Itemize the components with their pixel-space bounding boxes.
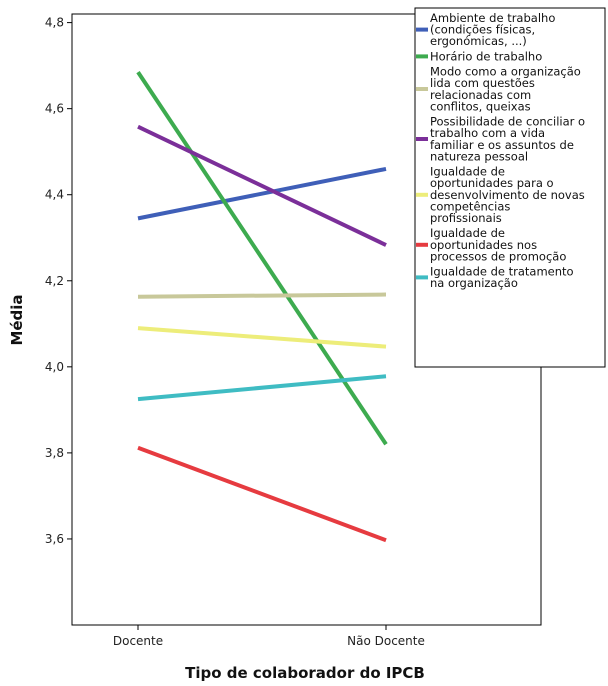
series-line-1	[137, 166, 387, 221]
legend-label: Possibilidade de conciliar o	[430, 115, 585, 129]
legend-label: Horário de trabalho	[430, 49, 542, 63]
series-line-4	[137, 124, 387, 247]
legend-label: Igualdade de	[430, 226, 505, 240]
y-axis: 3,6 3,8 4,0 4,2 4,4 4,6 4,8	[45, 16, 72, 546]
legend-label: ergonómicas, ...)	[430, 34, 527, 48]
legend-label: (condições físicas,	[430, 23, 535, 37]
x-tick-label: Não Docente	[347, 634, 425, 648]
series-line-3	[137, 292, 387, 299]
y-tick-label: 4,6	[45, 102, 64, 116]
legend-label: desenvolvimento de novas	[430, 188, 585, 202]
legend-label: conflitos, queixas	[430, 99, 531, 113]
y-tick-label: 3,8	[45, 446, 64, 460]
x-tick-label: Docente	[113, 634, 163, 648]
y-tick-label: 4,2	[45, 274, 64, 288]
legend-label: Igualdade de tratamento	[430, 265, 574, 279]
legend-label: lida com questões	[430, 76, 535, 90]
x-axis: Docente Não Docente	[113, 625, 425, 648]
series-line-5	[137, 326, 387, 349]
legend-label: relacionadas com	[430, 88, 531, 102]
y-axis-title: Média	[8, 294, 26, 345]
legend-label: trabalho com a vida	[430, 126, 545, 140]
legend-label: processos de promoção	[430, 249, 566, 263]
legend-label: oportunidades para o	[430, 176, 554, 190]
legend-label: natureza pessoal	[430, 149, 528, 163]
legend-label: na organização	[430, 276, 518, 290]
series-line-7	[137, 374, 387, 402]
legend-label: Igualdade de	[430, 165, 505, 179]
y-tick-label: 3,6	[45, 532, 64, 546]
series-line-6	[137, 445, 387, 543]
legend-label: familiar e os assuntos de	[430, 138, 574, 152]
legend-label: Ambiente de trabalho	[430, 11, 555, 25]
legend-label: Modo como a organização	[430, 65, 581, 79]
legend-label: profissionais	[430, 211, 502, 225]
series-lines	[136, 70, 388, 543]
y-tick-label: 4,0	[45, 360, 64, 374]
legend-label: competências	[430, 199, 510, 213]
legend-box	[414, 7, 606, 368]
series-line-2	[136, 70, 388, 446]
y-tick-label: 4,8	[45, 16, 64, 30]
x-axis-title: Tipo de colaborador do IPCB	[185, 664, 425, 682]
legend-label: oportunidades nos	[430, 238, 537, 252]
y-tick-label: 4,4	[45, 188, 64, 202]
legend: Ambiente de trabalho(condições físicas,e…	[414, 7, 606, 368]
